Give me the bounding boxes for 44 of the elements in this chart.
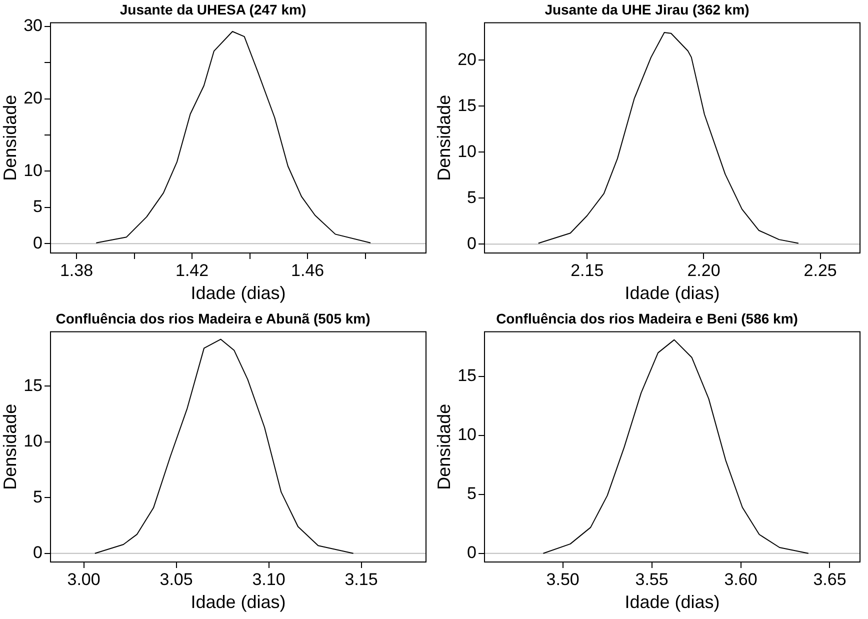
y-tick-label: 10 [24, 432, 43, 451]
y-axis-title: Densidade [434, 404, 454, 490]
x-axis-title: Idade (dias) [190, 592, 286, 612]
x-tick-label: 3.05 [160, 570, 193, 589]
y-tick-label: 15 [458, 96, 477, 115]
chart-title: Confluência dos rios Madeira e Beni (586 km) [496, 310, 798, 326]
y-axis-title: Densidade [0, 94, 20, 181]
chart-title: Jusante da UHESA (247 km) [120, 1, 306, 18]
y-axis-title: Densidade [434, 94, 454, 181]
x-tick-label: 3.55 [635, 570, 668, 589]
y-tick-label: 0 [467, 234, 477, 253]
x-tick-label: 3.10 [252, 570, 286, 589]
y-tick-label: 15 [458, 366, 477, 386]
x-tick-label: 3.65 [813, 570, 846, 589]
x-tick-label: 1.38 [60, 260, 94, 280]
y-tick-label: 30 [24, 16, 43, 36]
x-tick-label: 3.50 [546, 570, 580, 589]
y-tick-label: 0 [33, 543, 43, 562]
x-tick-label: 1.46 [291, 260, 324, 280]
y-tick-label: 5 [467, 484, 477, 504]
y-tick-label: 5 [33, 487, 43, 506]
y-axis-title: Densidade [0, 404, 20, 490]
y-tick-label: 5 [467, 188, 477, 207]
y-tick-label: 10 [458, 425, 477, 444]
x-tick-label: 2.15 [570, 260, 604, 280]
y-tick-label: 0 [467, 543, 477, 562]
y-tick-label: 10 [458, 142, 477, 161]
y-tick-label: 20 [24, 88, 43, 108]
y-tick-label: 10 [24, 160, 43, 180]
x-tick-label: 3.15 [344, 570, 378, 589]
x-axis-title: Idade (dias) [624, 283, 720, 304]
x-axis-title: Idade (dias) [190, 283, 286, 304]
x-tick-label: 3.00 [67, 570, 100, 589]
y-tick-label: 0 [33, 233, 43, 252]
y-tick-label: 5 [33, 197, 43, 216]
x-tick-label: 3.60 [724, 570, 758, 589]
chart-title: Jusante da UHE Jirau (362 km) [544, 1, 750, 18]
x-tick-label: 1.42 [175, 260, 209, 280]
x-tick-label: 2.20 [687, 260, 720, 280]
y-tick-label: 20 [458, 50, 477, 69]
x-axis-title: Idade (dias) [624, 592, 720, 612]
y-tick-label: 15 [24, 376, 43, 395]
x-tick-label: 2.25 [804, 260, 837, 280]
chart-title: Confluência dos rios Madeira e Abunã (505 km) [56, 310, 370, 326]
